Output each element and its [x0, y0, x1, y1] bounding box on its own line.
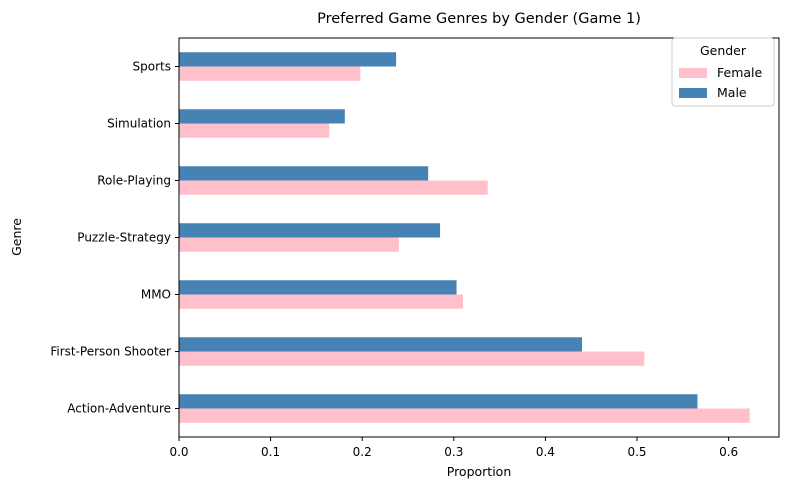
chart-title: Preferred Game Genres by Gender (Game 1)	[317, 11, 641, 27]
bar-female	[179, 351, 645, 366]
y-tick-label: First-Person Shooter	[50, 345, 171, 359]
y-tick-label: Puzzle-Strategy	[77, 231, 171, 245]
y-tick-label: MMO	[141, 288, 171, 302]
bar-female	[179, 180, 488, 195]
legend-title: Gender	[700, 43, 747, 58]
x-axis: 0.0 0.1 0.2 0.3 0.4 0.5 0.6	[169, 437, 738, 459]
bar-male	[179, 109, 345, 124]
x-tick-label: 0.2	[353, 445, 372, 459]
bar-female	[179, 408, 750, 423]
legend-label-female: Female	[717, 65, 763, 80]
y-tick-label: Simulation	[107, 117, 171, 131]
bars-group	[179, 52, 750, 423]
bar-male	[179, 52, 397, 67]
x-tick-label: 0.5	[627, 445, 646, 459]
x-axis-label: Proportion	[447, 464, 512, 479]
y-axis-label: Genre	[9, 218, 24, 256]
y-tick-label: Sports	[133, 60, 171, 74]
y-axis: Action-Adventure First-Person Shooter MMO P…	[50, 60, 179, 416]
legend-swatch-male	[679, 88, 707, 98]
bar-male	[179, 280, 457, 295]
x-tick-label: 0.4	[536, 445, 555, 459]
legend-swatch-female	[679, 68, 707, 78]
x-tick-label: 0.0	[169, 445, 188, 459]
bar-male	[179, 394, 698, 409]
bar-male	[179, 223, 441, 238]
x-tick-label: 0.1	[261, 445, 280, 459]
bar-female	[179, 123, 330, 138]
y-tick-label: Role-Playing	[97, 174, 171, 188]
x-tick-label: 0.6	[719, 445, 738, 459]
legend: Gender Female Male	[671, 37, 775, 107]
bar-female	[179, 294, 463, 309]
legend-label-male: Male	[717, 85, 747, 100]
y-tick-label: Action-Adventure	[67, 402, 171, 416]
bar-female	[179, 66, 361, 81]
bar-male	[179, 166, 429, 181]
x-tick-label: 0.3	[444, 445, 463, 459]
bar-female	[179, 237, 399, 252]
bar-male	[179, 337, 583, 352]
